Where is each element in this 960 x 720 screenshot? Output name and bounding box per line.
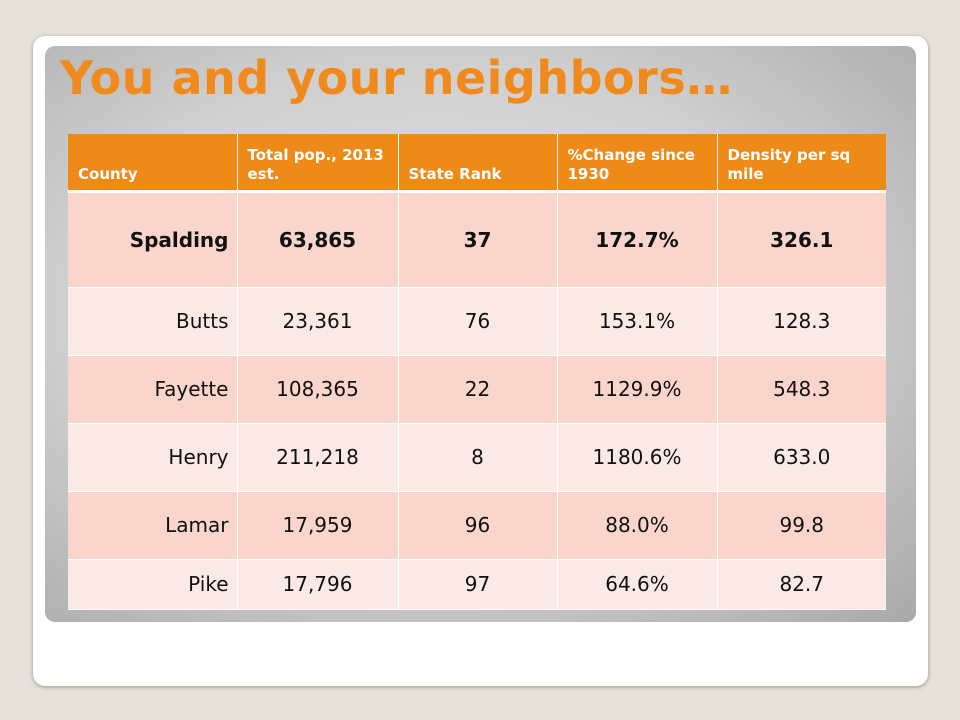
slide-title: You and your neighbors… [60, 51, 733, 105]
cell-population: 211,218 [237, 423, 399, 492]
table-row: Lamar 17,959 96 88.0% 99.8 [68, 491, 886, 560]
cell-density: 128.3 [717, 287, 886, 356]
cell-rank: 76 [398, 287, 558, 356]
cell-population: 23,361 [237, 287, 399, 356]
cell-change: 88.0% [557, 491, 718, 560]
cell-county: Fayette [68, 355, 238, 424]
header-row: County Total pop., 2013 est. State Rank … [68, 134, 886, 193]
table-row: Butts 23,361 76 153.1% 128.3 [68, 287, 886, 356]
cell-change: 64.6% [557, 559, 718, 610]
table-row: Fayette 108,365 22 1129.9% 548.3 [68, 355, 886, 424]
cell-change: 172.7% [557, 191, 718, 288]
cell-density: 82.7 [717, 559, 886, 610]
cell-density: 99.8 [717, 491, 886, 560]
table-row: Henry 211,218 8 1180.6% 633.0 [68, 423, 886, 492]
header-total-pop: Total pop., 2013 est. [237, 134, 399, 193]
cell-density: 326.1 [717, 191, 886, 288]
cell-rank: 96 [398, 491, 558, 560]
header-density: Density per sq mile [717, 134, 886, 193]
table-row: Pike 17,796 97 64.6% 82.7 [68, 559, 886, 610]
cell-county: Lamar [68, 491, 238, 560]
cell-population: 17,959 [237, 491, 399, 560]
cell-rank: 37 [398, 191, 558, 288]
cell-density: 633.0 [717, 423, 886, 492]
county-table: County Total pop., 2013 est. State Rank … [68, 134, 886, 610]
cell-county: Spalding [68, 191, 238, 288]
cell-population: 108,365 [237, 355, 399, 424]
cell-rank: 22 [398, 355, 558, 424]
cell-rank: 97 [398, 559, 558, 610]
cell-change: 1129.9% [557, 355, 718, 424]
cell-rank: 8 [398, 423, 558, 492]
cell-change: 153.1% [557, 287, 718, 356]
cell-county: Pike [68, 559, 238, 610]
cell-county: Henry [68, 423, 238, 492]
header-state-rank: State Rank [398, 134, 558, 193]
cell-population: 17,796 [237, 559, 399, 610]
cell-county: Butts [68, 287, 238, 356]
header-county: County [68, 134, 238, 193]
cell-change: 1180.6% [557, 423, 718, 492]
header-change: %Change since 1930 [557, 134, 718, 193]
cell-density: 548.3 [717, 355, 886, 424]
table-row: Spalding 63,865 37 172.7% 326.1 [68, 191, 886, 288]
cell-population: 63,865 [237, 191, 399, 288]
